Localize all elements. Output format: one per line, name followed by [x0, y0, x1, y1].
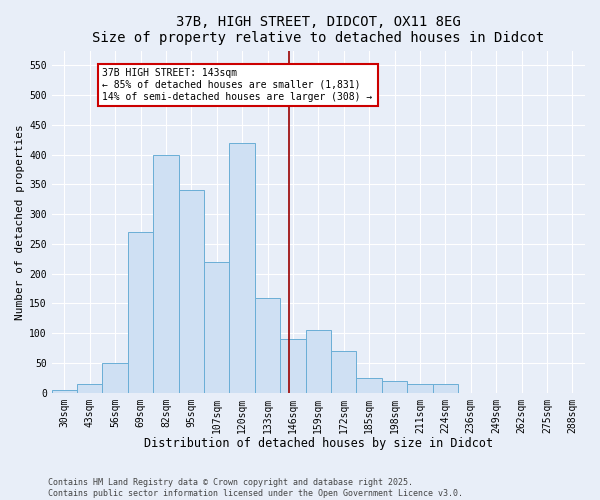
Bar: [407, 384, 433, 392]
Bar: [52, 390, 77, 392]
Bar: [280, 339, 305, 392]
Bar: [153, 154, 179, 392]
Text: Contains HM Land Registry data © Crown copyright and database right 2025.
Contai: Contains HM Land Registry data © Crown c…: [48, 478, 463, 498]
Bar: [128, 232, 153, 392]
Y-axis label: Number of detached properties: Number of detached properties: [15, 124, 25, 320]
Title: 37B, HIGH STREET, DIDCOT, OX11 8EG
Size of property relative to detached houses : 37B, HIGH STREET, DIDCOT, OX11 8EG Size …: [92, 15, 544, 45]
Bar: [305, 330, 331, 392]
Bar: [103, 363, 128, 392]
Bar: [255, 298, 280, 392]
Bar: [229, 143, 255, 392]
Bar: [77, 384, 103, 392]
Bar: [204, 262, 229, 392]
Bar: [331, 351, 356, 393]
X-axis label: Distribution of detached houses by size in Didcot: Distribution of detached houses by size …: [144, 437, 493, 450]
Text: 37B HIGH STREET: 143sqm
← 85% of detached houses are smaller (1,831)
14% of semi: 37B HIGH STREET: 143sqm ← 85% of detache…: [103, 68, 373, 102]
Bar: [433, 384, 458, 392]
Bar: [356, 378, 382, 392]
Bar: [179, 190, 204, 392]
Bar: [382, 381, 407, 392]
